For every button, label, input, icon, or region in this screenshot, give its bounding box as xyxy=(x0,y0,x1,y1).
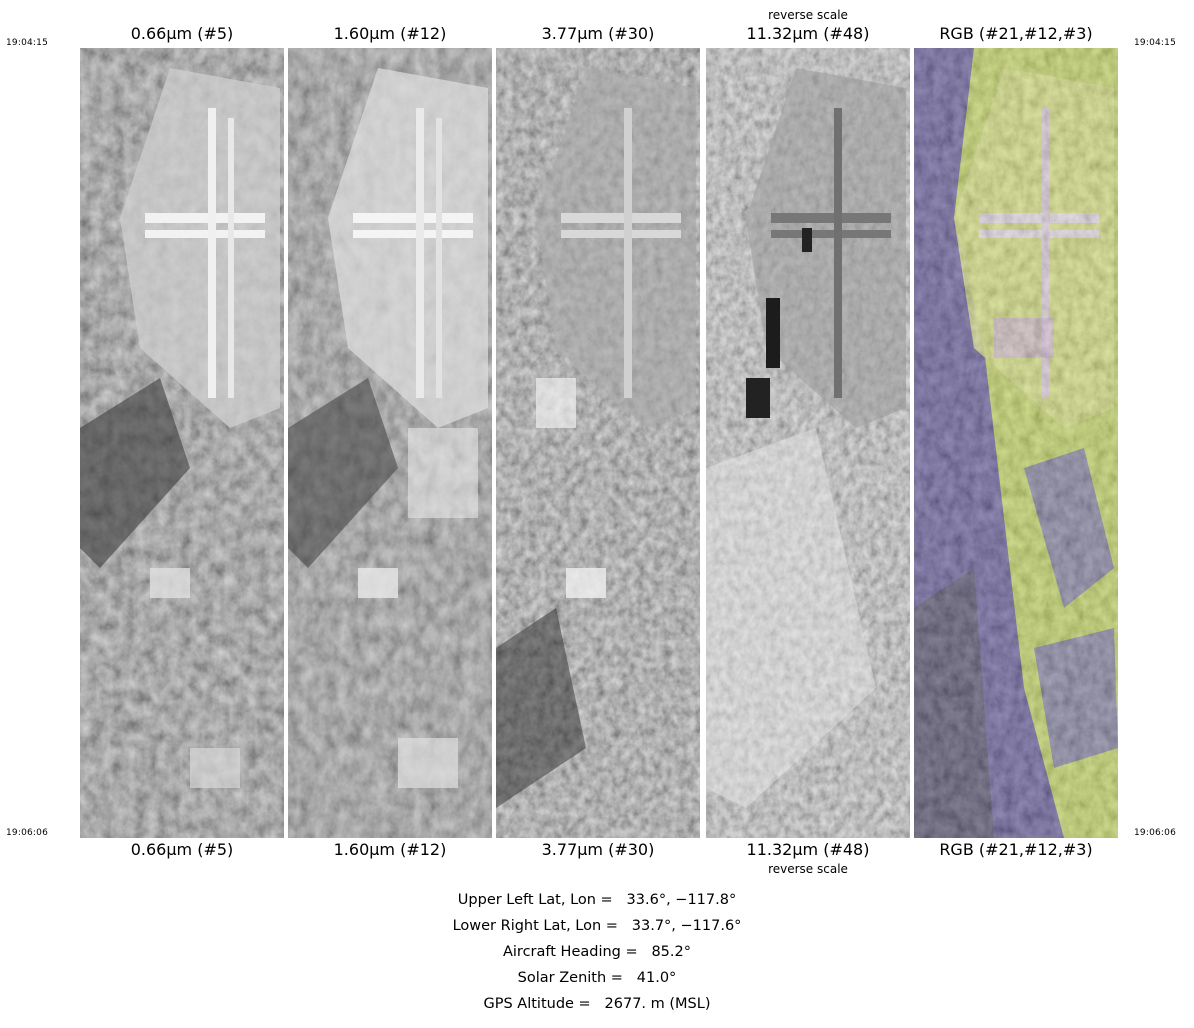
start-time-right: 19:04:15 xyxy=(1134,38,1177,48)
start-time-left: 19:04:15 xyxy=(6,38,49,48)
panel-4-top-label: 11.32µm (#48) xyxy=(746,24,870,43)
upper-left-latlon: Upper Left Lat, Lon = 33.6°, −117.8° xyxy=(457,892,737,908)
band-11.32-image xyxy=(706,48,910,838)
panel-2-bottom-label: 1.60µm (#12) xyxy=(333,840,447,859)
band-1.60-image xyxy=(288,48,492,838)
band-0.66-image xyxy=(80,48,284,838)
panel-5-top-label: RGB (#21,#12,#3) xyxy=(939,24,1093,43)
panel-3-top-label: 3.77µm (#30) xyxy=(541,24,655,43)
solar-zenith: Solar Zenith = 41.0° xyxy=(517,970,677,986)
gps-altitude: GPS Altitude = 2677. m (MSL) xyxy=(483,996,711,1012)
panel-4-bottom-label: 11.32µm (#48) xyxy=(746,840,870,859)
panel-1-top-label: 0.66µm (#5) xyxy=(130,24,234,43)
panel-4-top-sub: reverse scale xyxy=(768,8,848,22)
panel-4-bottom-sub: reverse scale xyxy=(768,862,848,876)
panel-1-bottom-label: 0.66µm (#5) xyxy=(130,840,234,859)
panel-3-bottom-label: 3.77µm (#30) xyxy=(541,840,655,859)
band-3.77-image xyxy=(496,48,700,838)
rgb-composite-image xyxy=(914,48,1118,838)
end-time-left: 19:06:06 xyxy=(6,828,49,838)
lower-right-latlon: Lower Right Lat, Lon = 33.7°, −117.6° xyxy=(452,918,742,934)
aircraft-heading: Aircraft Heading = 85.2° xyxy=(502,944,691,960)
panel-5-bottom-label: RGB (#21,#12,#3) xyxy=(939,840,1093,859)
panel-2-top-label: 1.60µm (#12) xyxy=(333,24,447,43)
end-time-right: 19:06:06 xyxy=(1134,828,1177,838)
